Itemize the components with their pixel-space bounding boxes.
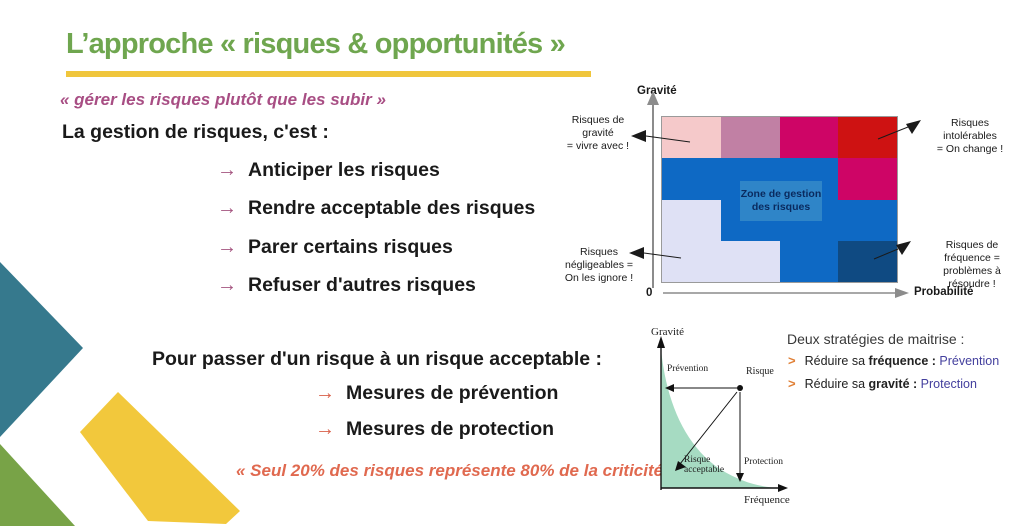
matrix-annotation-bottom-left: Risques négligeables = On les ignore ! [556, 246, 642, 285]
matrix-x-axis-arrowhead-icon [895, 288, 909, 298]
matrix-cell [662, 158, 721, 200]
annotation-line: intolérables [943, 130, 997, 143]
bullet-item: → Refuser d'autres risques [217, 274, 476, 297]
strategy-item: > Réduire sa gravité : Protection [788, 376, 977, 391]
decor-teal-diamond [0, 262, 83, 437]
annotation-line: Risques de [571, 114, 625, 126]
curve-x-arrowhead-icon [778, 484, 788, 492]
annotation-line: Risques de [945, 239, 999, 251]
arrow-icon: → [217, 159, 237, 181]
matrix-x-axis-label: Probabilité [914, 286, 974, 298]
matrix-cell [662, 117, 721, 159]
page-title: L’approche « risques & opportunités » [66, 28, 566, 60]
risk-point [737, 385, 743, 391]
matrix-y-axis-label: Gravité [637, 85, 677, 97]
title-underline [66, 71, 591, 77]
bullet-label: Anticiper les risques [248, 159, 440, 181]
bullet-label: Mesures de prévention [346, 382, 559, 404]
risk-zone-label: Zone de gestion des risques [740, 181, 822, 221]
intro-text: La gestion de risques, c'est : [62, 121, 329, 143]
bullet-label: Mesures de protection [346, 418, 555, 440]
strategy-pre: Réduire sa [804, 354, 869, 368]
arrow-icon: → [217, 274, 237, 296]
bullet-item: → Mesures de prévention [315, 382, 558, 405]
leader-arrowhead-top-right-icon [906, 120, 921, 134]
strategy-keyword: gravité : [868, 377, 921, 391]
matrix-cell [779, 240, 839, 282]
decor-yellow-band [80, 392, 240, 524]
annotation-line: Risques [951, 117, 989, 129]
section2-text: Pour passer d'un risque à un risque acce… [152, 348, 603, 370]
strategy-item: > Réduire sa fréquence : Prévention [788, 353, 999, 368]
risk-point-label: Risque [746, 366, 774, 377]
curve-x-axis-label: Fréquence [744, 494, 790, 506]
annotation-line: gravité [582, 127, 614, 140]
prevention-label: Prévention [667, 364, 709, 374]
annotation-line: négligeables = [564, 259, 633, 272]
curve-y-axis-label: Gravité [651, 326, 684, 338]
matrix-cell [838, 117, 897, 159]
bullet-item: → Rendre acceptable des risques [217, 197, 535, 220]
arrow-icon: → [217, 236, 237, 258]
matrix-annotation-bottom-right: Risques de fréquence = problèmes à résou… [924, 239, 1020, 292]
matrix-cell [838, 158, 897, 200]
bullet-label: Parer certains risques [248, 236, 453, 258]
matrix-cell [720, 240, 780, 282]
strategy-term: Prévention [939, 354, 1000, 368]
matrix-origin-label: 0 [646, 287, 653, 299]
annotation-line: On les ignore ! [564, 272, 634, 285]
strategy-keyword: fréquence : [868, 354, 940, 368]
strategy-text: Réduire sa gravité : Protection [805, 377, 977, 391]
annotation-line: = vivre avec ! [566, 140, 630, 153]
annotation-line: Risques [580, 246, 618, 258]
matrix-cell [662, 240, 721, 282]
prevention-arrowhead-icon [665, 384, 674, 392]
strategy-term: Protection [920, 377, 977, 391]
matrix-annotation-top-right: Risques intolérables = On change ! [922, 117, 1018, 156]
arrow-icon: → [217, 197, 237, 219]
matrix-annotation-top-left: Risques de gravité = vivre avec ! [556, 114, 640, 153]
arrow-icon: → [315, 418, 335, 440]
annotation-line: problèmes à [943, 265, 1001, 278]
matrix-cell [720, 117, 780, 159]
bullet-item: Parer certains risques → Parer certains … [217, 236, 453, 259]
arrow-icon: → [315, 382, 335, 404]
bullet-label: Refuser d'autres risques [248, 274, 476, 296]
leader-arrowhead-bottom-right-icon [896, 241, 911, 255]
pareto-quote: « Seul 20% des risques représente 80% de… [236, 461, 673, 480]
annotation-line: résoudre ! [948, 278, 996, 291]
chevron-bullet-icon: > [788, 376, 796, 391]
matrix-cell [662, 199, 721, 241]
strategy-text: Réduire sa fréquence : Prévention [805, 354, 1000, 368]
subtitle-quote: « gérer les risques plutôt que les subir… [60, 90, 386, 109]
strategies-title: Deux stratégies de maitrise : [787, 331, 965, 347]
strategy-pre: Réduire sa [804, 377, 869, 391]
bullet-label: Rendre acceptable des risques [248, 197, 536, 219]
bullet-item: → Anticiper les risques [217, 159, 440, 182]
matrix-cell [838, 199, 897, 241]
protection-label: Protection [744, 457, 784, 467]
matrix-cell [838, 240, 897, 282]
matrix-cell [779, 117, 839, 159]
bullet-item: → Mesures de protection [315, 418, 554, 441]
chevron-bullet-icon: > [788, 353, 796, 368]
diagonal-arrow-line [679, 391, 738, 465]
annotation-line: = On change ! [936, 143, 1004, 156]
annotation-line: fréquence = [944, 252, 1000, 265]
acceptable-risk-label: Risque acceptable [684, 455, 725, 476]
decor-green-triangle [0, 444, 75, 526]
protection-arrowhead-icon [736, 473, 744, 482]
